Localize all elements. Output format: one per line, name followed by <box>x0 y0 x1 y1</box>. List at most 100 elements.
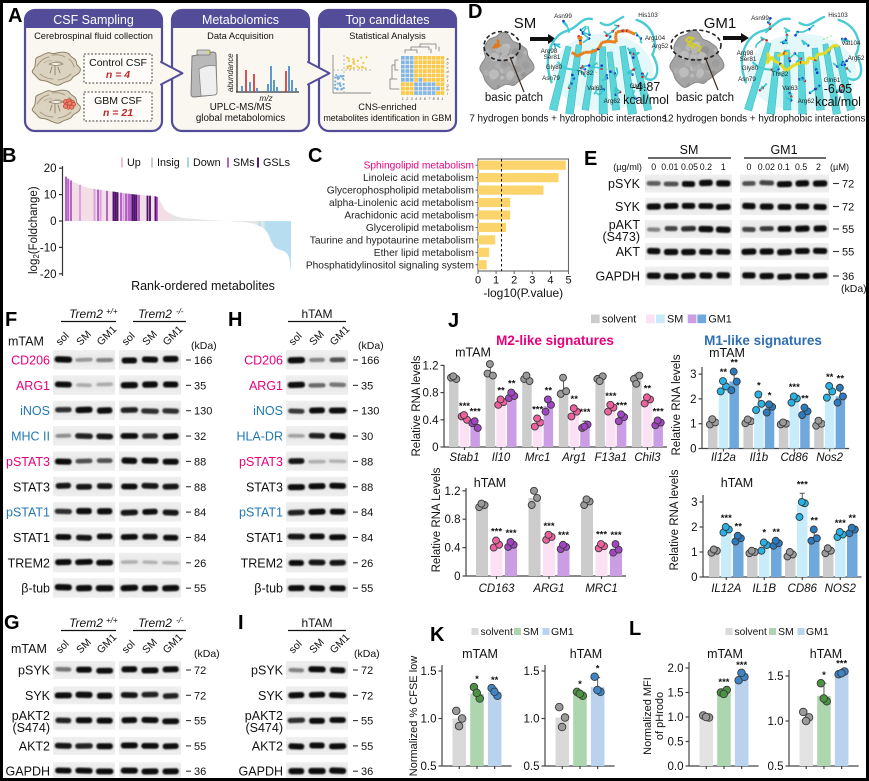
svg-text:Asn99: Asn99 <box>751 15 769 22</box>
svg-text:Arg98: Arg98 <box>737 50 754 57</box>
svg-text:Glycerolipid metabolism: Glycerolipid metabolism <box>366 223 474 234</box>
svg-text:3: 3 <box>529 275 535 287</box>
svg-text:hTAM: hTAM <box>474 476 506 490</box>
svg-text:4: 4 <box>415 97 417 101</box>
svg-text:n = 4: n = 4 <box>106 69 130 81</box>
svg-text:h: h <box>447 88 449 92</box>
svg-text:Normalized % CFSE low: Normalized % CFSE low <box>408 656 420 776</box>
svg-text:pSYK: pSYK <box>18 664 51 678</box>
svg-text:Arg1: Arg1 <box>561 452 586 464</box>
svg-text:(kDa): (kDa) <box>358 340 384 352</box>
svg-text:A: A <box>8 5 22 27</box>
svg-text:2: 2 <box>691 522 697 534</box>
svg-text:B: B <box>2 145 16 167</box>
svg-text:1.0: 1.0 <box>524 714 540 726</box>
svg-text:0: 0 <box>454 571 460 583</box>
svg-text:*: * <box>578 679 582 690</box>
svg-text:hTAM: hTAM <box>301 307 332 321</box>
svg-text:Thr82: Thr82 <box>772 71 789 78</box>
svg-text:1.5: 1.5 <box>524 666 540 678</box>
svg-text:1.5: 1.5 <box>668 688 684 700</box>
svg-text:STAT1: STAT1 <box>246 531 283 545</box>
svg-text:MHC II: MHC II <box>11 430 50 444</box>
svg-text:Glycerophospholipid metabolism: Glycerophospholipid metabolism <box>327 186 474 197</box>
svg-text:0.4: 0.4 <box>423 415 440 427</box>
svg-text:55: 55 <box>194 741 206 753</box>
svg-text:-20: -20 <box>40 269 57 281</box>
svg-text:**: ** <box>730 358 738 369</box>
svg-text:**: ** <box>735 521 743 532</box>
svg-text:1: 1 <box>690 419 696 431</box>
svg-text:**: ** <box>720 367 728 378</box>
svg-text:Chil3: Chil3 <box>634 452 661 464</box>
svg-text:GAPDH: GAPDH <box>239 765 283 779</box>
svg-text:20: 20 <box>44 163 57 175</box>
svg-text:*: * <box>762 527 766 538</box>
svg-text:1: 1 <box>402 97 404 101</box>
svg-text:Mrc1: Mrc1 <box>525 452 551 464</box>
svg-text:β-tub: β-tub <box>254 582 283 596</box>
svg-text:166: 166 <box>361 355 379 367</box>
svg-text:CD163: CD163 <box>479 583 515 595</box>
svg-text:2: 2 <box>816 162 821 172</box>
svg-text:72: 72 <box>361 690 373 702</box>
svg-text:88: 88 <box>361 456 373 468</box>
svg-text:3: 3 <box>690 369 696 381</box>
svg-text:72: 72 <box>194 690 206 702</box>
svg-text:E: E <box>584 148 597 170</box>
svg-text:*: * <box>475 674 479 685</box>
svg-text:0: 0 <box>691 572 697 584</box>
svg-text:J: J <box>448 310 459 332</box>
svg-text:pAKT2: pAKT2 <box>12 709 50 723</box>
svg-text:UPLC-MS/MS: UPLC-MS/MS <box>210 102 272 113</box>
svg-text:IL1B: IL1B <box>752 583 776 595</box>
svg-text:Il12a: Il12a <box>711 452 736 464</box>
svg-text:Trem2: Trem2 <box>69 616 103 630</box>
svg-text:hTAM: hTAM <box>570 647 602 661</box>
svg-text:pSYK: pSYK <box>251 664 284 678</box>
svg-text:84: 84 <box>361 507 373 519</box>
svg-text:pSYK: pSYK <box>608 177 641 191</box>
svg-text:SYK: SYK <box>25 689 51 703</box>
svg-text:SYK: SYK <box>258 689 284 703</box>
svg-text:Gln61: Gln61 <box>824 77 841 84</box>
svg-text:***: *** <box>558 530 569 541</box>
svg-text:Arg52: Arg52 <box>652 43 669 50</box>
svg-text:***: *** <box>579 407 590 418</box>
svg-text:SM: SM <box>523 626 539 638</box>
svg-text:55: 55 <box>842 224 854 236</box>
svg-text:AKT2: AKT2 <box>252 739 283 753</box>
svg-text:CSF Sampling: CSF Sampling <box>53 13 134 27</box>
svg-text:SM: SM <box>667 314 683 326</box>
svg-text:12 hydrogen bonds + hydrophobi: 12 hydrogen bonds + hydrophobic interact… <box>663 114 866 125</box>
svg-text:Sphingolipid metabolism: Sphingolipid metabolism <box>364 161 474 172</box>
svg-text:Relative RNA Levels: Relative RNA Levels <box>431 467 443 572</box>
svg-text:72: 72 <box>842 179 854 191</box>
svg-text:(kDa): (kDa) <box>354 648 380 660</box>
svg-text:***: *** <box>616 400 627 411</box>
svg-text:*: * <box>768 390 772 401</box>
svg-text:Stab1: Stab1 <box>449 452 479 464</box>
svg-text:30: 30 <box>361 431 373 443</box>
svg-text:Relative RNA levels: Relative RNA levels <box>411 355 423 456</box>
svg-text:GM1: GM1 <box>770 143 797 157</box>
svg-text:130: 130 <box>194 406 212 418</box>
svg-text:26: 26 <box>361 558 373 570</box>
svg-text:GAPDH: GAPDH <box>6 765 50 779</box>
svg-text:(kDa): (kDa) <box>841 283 867 295</box>
svg-text:1.0: 1.0 <box>768 716 784 728</box>
svg-text:alpha-Linolenic acid metabolis: alpha-Linolenic acid metabolism <box>329 198 474 209</box>
svg-text:g: g <box>447 83 449 87</box>
svg-text:Relative RNA levels: Relative RNA levels <box>669 469 681 570</box>
svg-text:Top candidates: Top candidates <box>345 13 429 27</box>
svg-text:L: L <box>629 618 641 640</box>
svg-text:1.0: 1.0 <box>421 714 437 726</box>
svg-text:36: 36 <box>361 766 373 778</box>
svg-text:basic patch: basic patch <box>676 92 734 104</box>
svg-text:iNOS: iNOS <box>20 404 50 418</box>
svg-text:+/+: +/+ <box>106 616 118 625</box>
svg-text:Statistical Analysis: Statistical Analysis <box>349 31 426 41</box>
svg-text:1.2: 1.2 <box>423 360 439 372</box>
svg-text:36: 36 <box>194 766 206 778</box>
svg-text:pSTAT1: pSTAT1 <box>6 506 50 520</box>
